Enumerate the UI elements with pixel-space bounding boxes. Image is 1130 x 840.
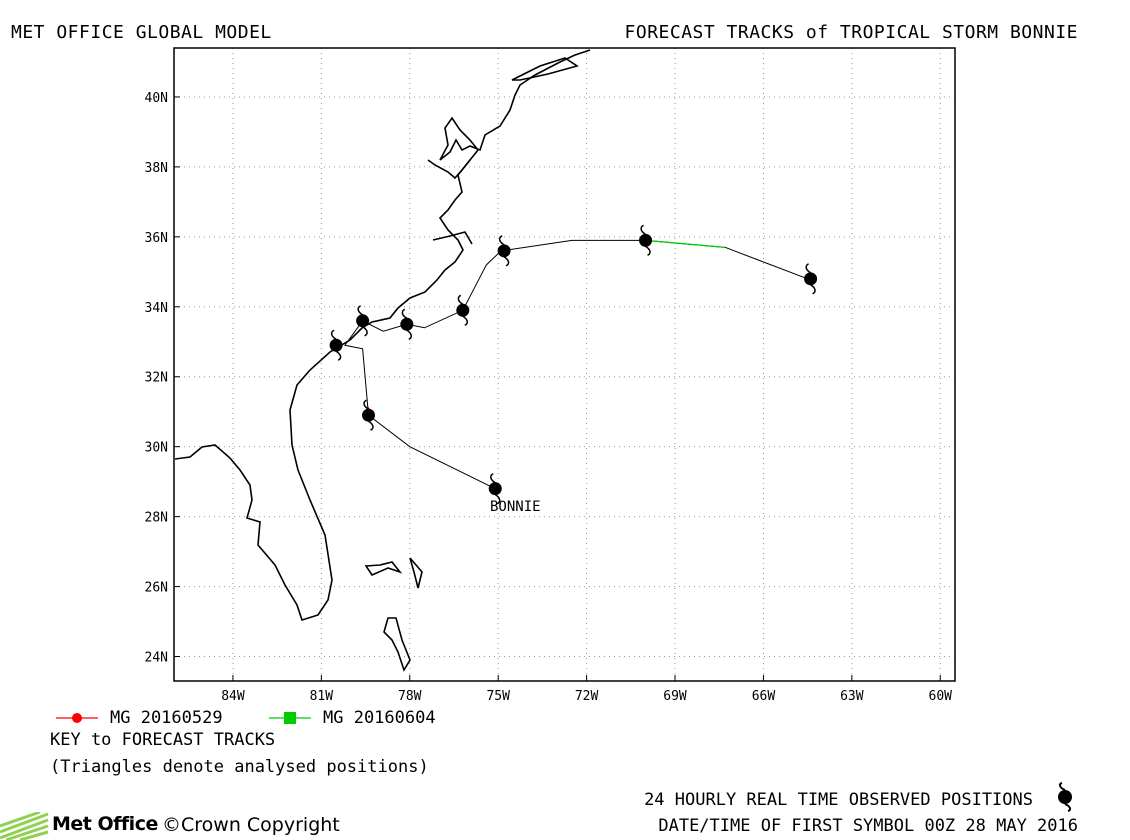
tick-label-lat: 30N xyxy=(145,441,168,456)
first-symbol-datetime: DATE/TIME OF FIRST SYMBOL 00Z 28 MAY 201… xyxy=(658,816,1078,836)
storm-arm-bottom xyxy=(645,245,651,257)
tick-label-lon: 72W xyxy=(575,689,599,704)
storm-arm-bottom xyxy=(810,284,816,295)
tick-label-lat: 40N xyxy=(145,91,168,106)
storm-arm-bottom xyxy=(362,326,368,337)
tick-label-lon: 75W xyxy=(486,689,510,704)
left-title: MET OFFICE GLOBAL MODEL xyxy=(11,22,272,43)
storm-center xyxy=(329,338,343,352)
storm-arm-top xyxy=(363,399,369,410)
tick-label-lon: 63W xyxy=(840,689,864,704)
storm-center xyxy=(356,314,370,328)
hurricane-symbol-icon xyxy=(356,305,370,337)
chesapeake xyxy=(427,159,471,180)
met-office-logo-icon xyxy=(0,812,49,840)
tick-label-lat: 36N xyxy=(145,231,168,246)
tick-label-lat: 32N xyxy=(145,371,168,386)
observed-positions-label: 24 HOURLY REAL TIME OBSERVED POSITIONS xyxy=(644,790,1033,810)
storm-arm-top xyxy=(330,329,337,340)
storm-arm-bottom xyxy=(494,494,501,505)
storm-center xyxy=(400,317,414,331)
tick-label-lat: 26N xyxy=(145,581,168,596)
storm-arm-top xyxy=(640,224,646,235)
nova-scotia xyxy=(511,57,579,81)
coastline xyxy=(174,49,591,672)
hurricane-symbol-icon xyxy=(488,472,502,505)
storm-center xyxy=(497,244,511,258)
grid-lines xyxy=(174,48,955,681)
tick-label-lat: 34N xyxy=(145,301,168,316)
bahamas-3 xyxy=(383,617,411,672)
tick-label-lon: 66W xyxy=(752,689,776,704)
hurricane-symbol-icon xyxy=(639,224,653,257)
observed-track-line xyxy=(344,239,808,490)
storm-arm-top xyxy=(457,294,464,305)
hurricane-symbol-icon xyxy=(804,263,818,295)
bahamas-2 xyxy=(409,557,423,589)
storm-arm-bottom xyxy=(368,420,374,431)
storm-label: BONNIE xyxy=(490,499,541,515)
storm-center xyxy=(362,408,376,422)
storm-center xyxy=(456,303,470,317)
hurricane-symbol-icon xyxy=(400,308,414,340)
hurricane-symbol-icon xyxy=(362,399,376,431)
met-office-logo-text: Met Office xyxy=(52,813,158,835)
tick-label-lon: 84W xyxy=(221,689,245,704)
tracks xyxy=(344,235,808,490)
storm-arm-bottom xyxy=(335,350,342,361)
tick-label-lat: 24N xyxy=(145,651,168,666)
hurricane-symbol-icon xyxy=(497,235,511,267)
legend-label: MG 20160604 xyxy=(323,708,436,728)
tick-label-lon: 81W xyxy=(310,689,334,704)
copyright: ©Crown Copyright xyxy=(162,814,340,836)
storm-arm-top xyxy=(498,235,505,246)
storm-arm-bottom xyxy=(462,315,469,326)
storm-arm-top xyxy=(805,263,812,274)
tick-label-lat: 38N xyxy=(145,161,168,176)
tick-label-lon: 69W xyxy=(663,689,687,704)
storm-center xyxy=(639,233,653,247)
us-coastline xyxy=(174,49,591,621)
chart-title: FORECAST TRACKS of TROPICAL STORM BONNIE xyxy=(624,22,1078,43)
storm-arm-bottom xyxy=(406,329,413,340)
forecast-track-line xyxy=(645,239,726,248)
tick-label-lon: 60W xyxy=(929,689,953,704)
storm-arm-bottom xyxy=(503,256,510,267)
storm-arm-top xyxy=(490,472,496,484)
tick-label-lat: 28N xyxy=(145,511,168,526)
storm-arm-top xyxy=(357,305,364,316)
bahamas-1 xyxy=(364,561,403,577)
tick-labels: 84W 81W 78W 75W 72W 69W 66W 63W 60W 24N 26N 28N 30N 3… xyxy=(145,91,953,704)
storm-center xyxy=(488,482,502,496)
key-title: KEY to FORECAST TRACKS xyxy=(50,730,276,750)
tick-label-lon: 78W xyxy=(398,689,422,704)
map-frame xyxy=(173,47,956,682)
long-island xyxy=(432,231,473,245)
hurricane-symbol-icon xyxy=(1058,782,1072,812)
hurricane-symbol-icon xyxy=(329,329,343,361)
map-border xyxy=(173,47,956,682)
storm-center xyxy=(804,272,818,286)
storm-arm-top xyxy=(401,308,408,319)
legend-label: MG 20160529 xyxy=(110,708,223,728)
hurricane-symbol-icon xyxy=(456,294,470,326)
storm-symbols xyxy=(329,224,818,505)
key-note: (Triangles denote analysed positions) xyxy=(50,757,429,777)
